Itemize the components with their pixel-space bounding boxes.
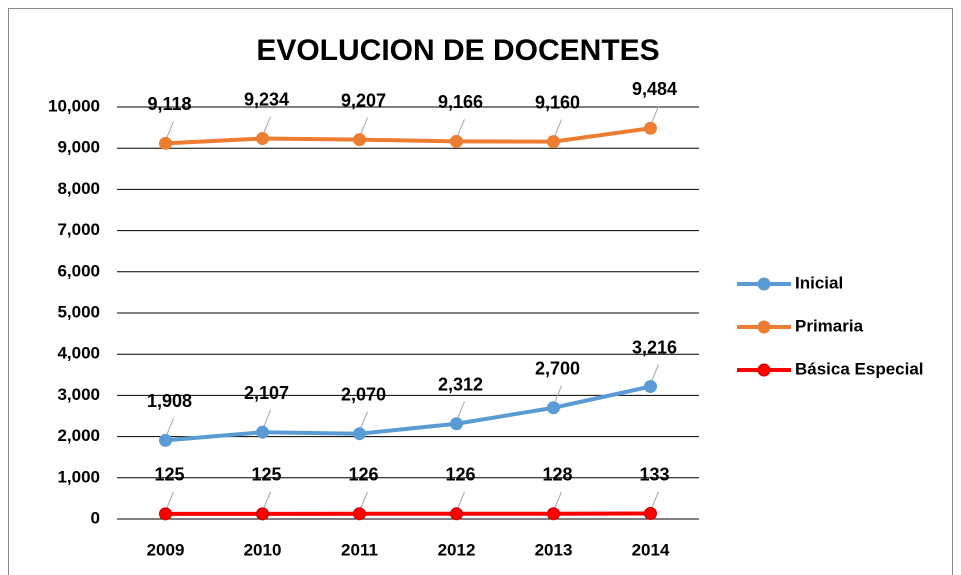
leader-line [554, 119, 562, 137]
marker [159, 507, 172, 521]
data-label: 1,908 [147, 391, 192, 411]
legend-label: Básica Especial [795, 359, 924, 378]
leader-line [554, 491, 562, 509]
leader-line [166, 491, 174, 510]
marker [450, 417, 463, 431]
marker [547, 507, 560, 521]
leader-line [166, 418, 174, 436]
y-tick-label: 4,000 [57, 344, 100, 363]
marker [644, 507, 657, 521]
legend-label: Primaria [795, 316, 864, 335]
data-label: 2,700 [535, 359, 580, 379]
marker [256, 507, 269, 521]
chart-border [8, 8, 953, 575]
y-tick-label: 6,000 [57, 261, 100, 280]
marker [256, 425, 269, 439]
marker [547, 135, 560, 149]
data-label: 133 [639, 464, 669, 484]
leader-line [651, 491, 659, 509]
x-tick-label: 2011 [341, 540, 378, 559]
data-label: 9,166 [438, 92, 483, 112]
y-tick-label: 1,000 [57, 467, 100, 486]
y-tick-label: 5,000 [57, 302, 100, 321]
y-tick-label: 10,000 [48, 96, 100, 115]
series-line [165, 126, 651, 146]
leader-line [360, 491, 368, 509]
marker [159, 136, 172, 150]
marker [450, 134, 463, 148]
x-tick-label: 2010 [244, 540, 282, 559]
leader-line [651, 106, 659, 124]
data-label: 126 [348, 465, 378, 485]
data-label: 2,312 [438, 374, 483, 394]
data-label: 2,070 [341, 384, 386, 404]
marker [353, 133, 366, 147]
y-tick-label: 8,000 [57, 179, 100, 198]
marker [353, 507, 366, 521]
legend-label: Inicial [795, 273, 843, 292]
data-label: 9,207 [341, 90, 386, 110]
marker [450, 507, 463, 521]
data-label: 126 [445, 465, 475, 485]
leader-line [263, 116, 271, 134]
data-label: 3,216 [632, 337, 677, 357]
y-tick-label: 2,000 [57, 426, 100, 445]
leader-line [457, 119, 465, 137]
marker [644, 121, 657, 135]
y-tick-label: 3,000 [57, 385, 100, 404]
leader-line [651, 364, 659, 382]
data-label: 125 [251, 465, 281, 485]
data-label: 128 [542, 464, 572, 484]
leader-line [166, 121, 174, 139]
leader-line [457, 401, 465, 419]
data-label: 9,234 [244, 89, 289, 109]
leader-line [554, 385, 562, 403]
y-tick-label: 7,000 [57, 220, 100, 239]
leader-line [263, 410, 271, 428]
x-tick-label: 2014 [632, 540, 670, 559]
legend-marker [757, 363, 771, 377]
data-label: 2,107 [244, 383, 289, 403]
x-tick-label: 2012 [438, 540, 476, 559]
x-tick-label: 2013 [535, 540, 573, 559]
marker [644, 380, 657, 394]
legend-marker [757, 320, 771, 334]
marker [547, 401, 560, 415]
leader-line [263, 491, 271, 510]
marker [256, 132, 269, 146]
marker [353, 427, 366, 441]
leader-line [360, 117, 368, 135]
data-label: 9,160 [535, 92, 580, 112]
series-line [165, 384, 651, 443]
data-label: 9,484 [632, 79, 677, 99]
chart-title: EVOLUCION DE DOCENTES [256, 34, 659, 67]
data-label: 125 [154, 465, 184, 485]
y-tick-label: 9,000 [57, 138, 100, 157]
legend-marker [757, 277, 771, 291]
marker [159, 433, 172, 447]
data-label: 9,118 [147, 94, 191, 114]
y-tick-label: 0 [91, 508, 100, 527]
leader-line [360, 411, 368, 429]
leader-line [457, 491, 465, 509]
x-tick-label: 2009 [147, 540, 185, 559]
